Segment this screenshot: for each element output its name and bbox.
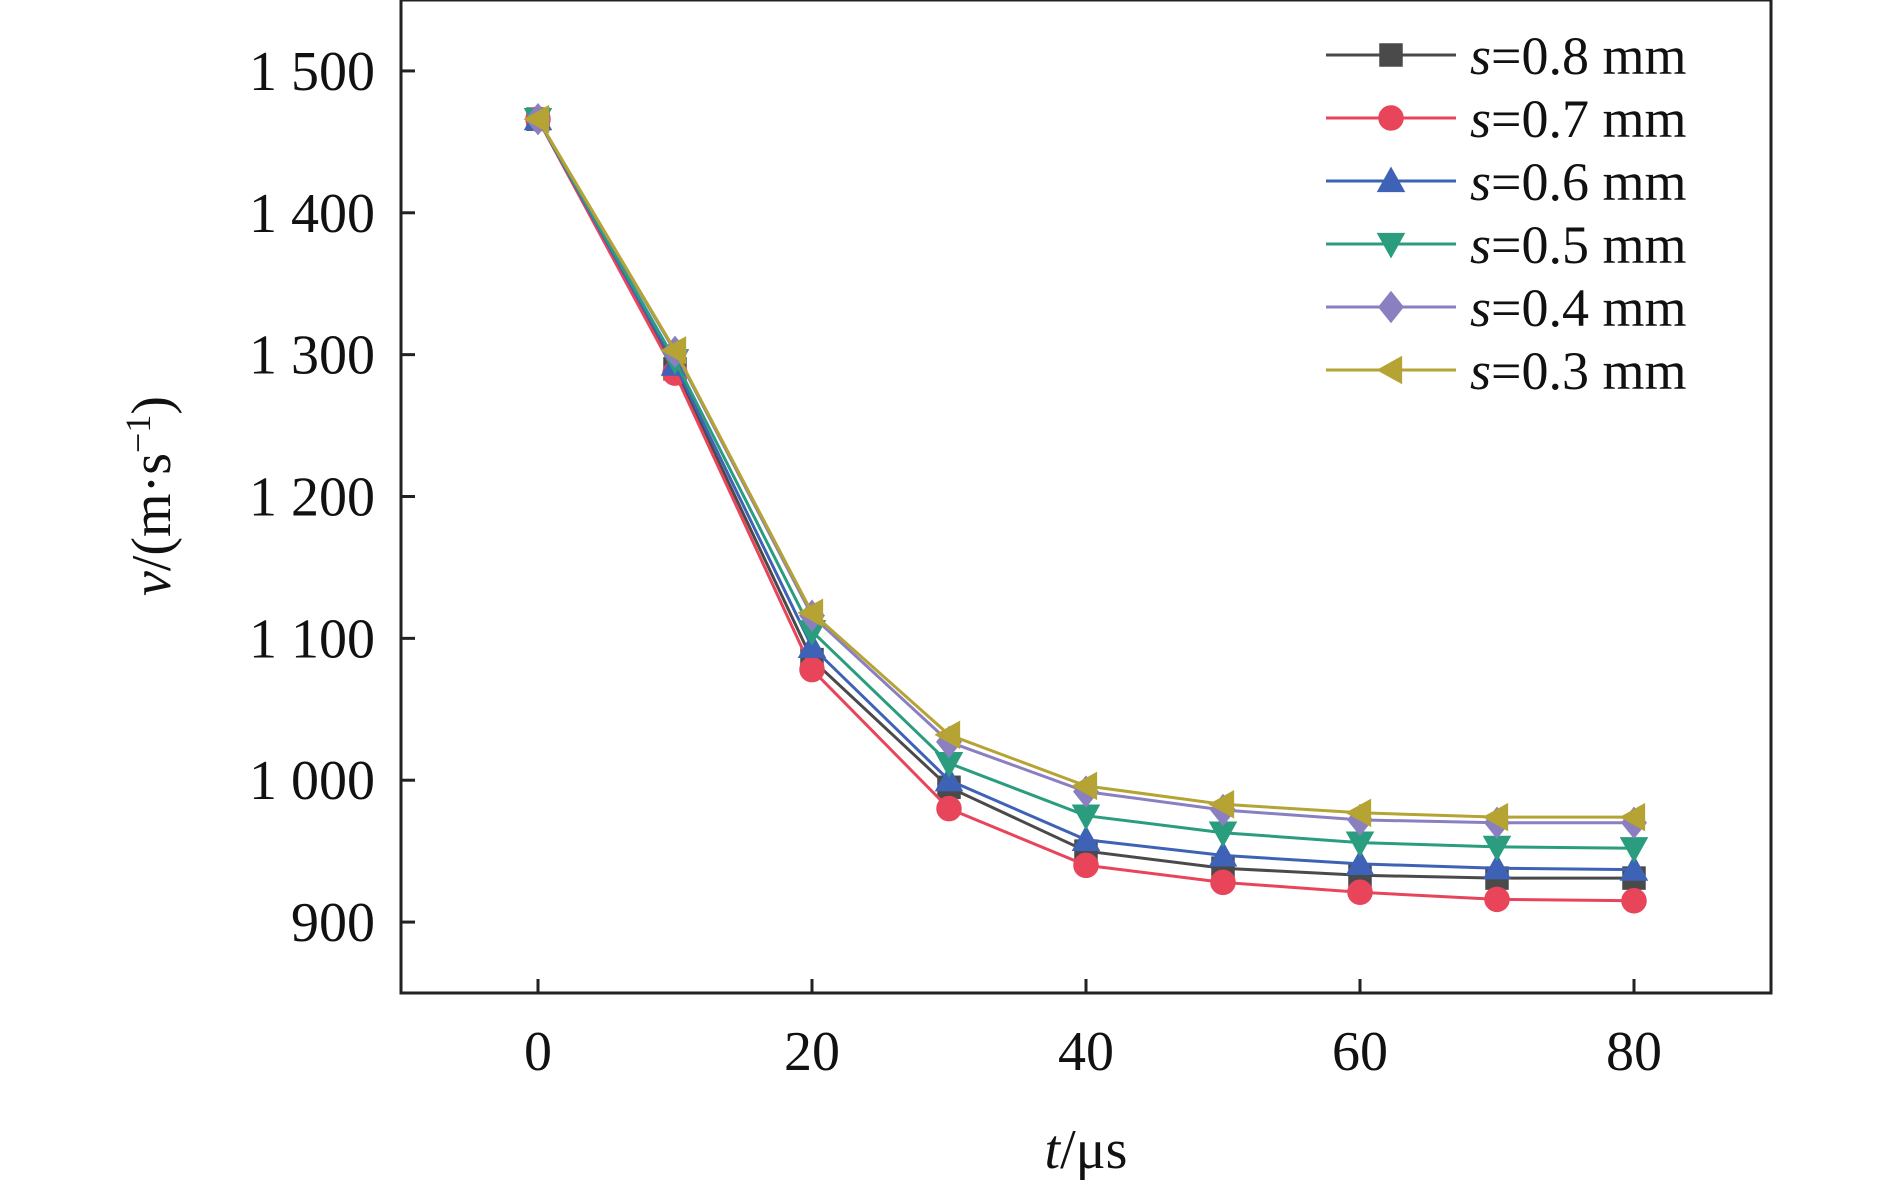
data-point: [523, 104, 550, 134]
data-point: [934, 720, 961, 750]
y-tick-label: 1 000: [249, 750, 375, 812]
data-point: [936, 795, 962, 822]
data-point: [1345, 849, 1375, 876]
data-point: [1345, 798, 1372, 828]
data-point: [1208, 790, 1235, 819]
data-point: [1482, 802, 1509, 832]
x-tick-label: 0: [524, 1021, 552, 1083]
x-tick-label: 60: [1332, 1021, 1388, 1083]
data-point: [1347, 879, 1373, 906]
legend-item: s=0.5 mm: [1326, 215, 1686, 275]
x-tick-label: 40: [1058, 1021, 1114, 1083]
y-axis-title: v/(m·s−1): [118, 396, 183, 596]
data-point: [1619, 802, 1646, 832]
legend-label: s=0.8 mm: [1470, 26, 1686, 86]
data-point: [934, 765, 964, 792]
legend: s=0.8 mms=0.7 mms=0.6 mms=0.5 mms=0.4 mm…: [1326, 26, 1686, 401]
y-axis-unit-superscript: −1: [118, 415, 158, 453]
x-axis: 0 20 40 60 80: [524, 979, 1662, 1083]
data-point: [1484, 886, 1510, 913]
data-point: [1621, 888, 1647, 914]
legend-marker: [1378, 105, 1404, 131]
legend-label: s=0.7 mm: [1470, 89, 1686, 149]
data-point: [1208, 840, 1238, 867]
data-point: [1619, 855, 1649, 881]
legend-label: s=0.6 mm: [1470, 152, 1686, 212]
data-point: [660, 336, 687, 365]
x-tick-label: 80: [1606, 1021, 1662, 1083]
x-tick-label: 20: [784, 1021, 840, 1083]
legend-label: s=0.3 mm: [1470, 341, 1686, 401]
legend-label: s=0.4 mm: [1470, 278, 1686, 338]
y-tick-label: 900: [291, 892, 375, 954]
y-tick-label: 1 400: [249, 183, 375, 245]
series-0.3-mm: [523, 104, 1646, 832]
y-tick-label: 1 100: [249, 608, 375, 670]
y-axis: 900 1 000 1 100 1 200 1 300 1 400 1 500: [249, 41, 415, 954]
data-point: [1210, 869, 1236, 896]
data-point: [799, 656, 825, 683]
data-point: [1071, 771, 1098, 801]
legend-marker: [1379, 43, 1403, 67]
y-tick-label: 1 300: [249, 325, 375, 387]
data-point: [1482, 853, 1512, 880]
data-point: [797, 598, 824, 628]
legend-marker: [1376, 355, 1403, 385]
y-tick-label: 1 500: [249, 41, 375, 103]
x-axis-title: t/μs: [1045, 1119, 1128, 1181]
data-point: [1073, 852, 1099, 879]
y-tick-label: 1 200: [249, 467, 375, 529]
legend-marker: [1376, 232, 1406, 259]
series-layer: [523, 102, 1649, 914]
legend-item: s=0.7 mm: [1326, 89, 1686, 149]
legend-item: s=0.6 mm: [1326, 152, 1686, 212]
legend-marker: [1376, 166, 1406, 193]
legend-label: s=0.5 mm: [1470, 215, 1686, 275]
legend-item: s=0.3 mm: [1326, 341, 1686, 401]
legend-item: s=0.4 mm: [1326, 278, 1686, 338]
data-point: [1071, 825, 1101, 851]
legend-marker: [1378, 290, 1404, 324]
legend-item: s=0.8 mm: [1326, 26, 1686, 86]
